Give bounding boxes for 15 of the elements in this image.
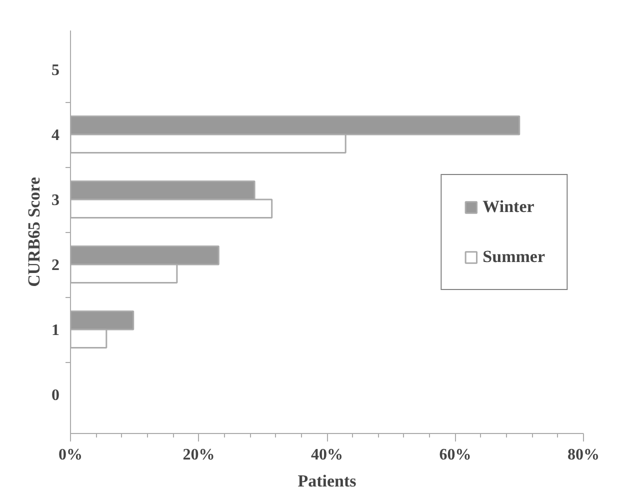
- x-tick-label: 60%: [439, 446, 472, 464]
- y-tick-label: 5: [52, 62, 60, 79]
- y-tick-label: 1: [52, 322, 60, 339]
- y-tick-label: 2: [52, 257, 60, 274]
- legend-label: Summer: [482, 246, 545, 266]
- y-axis-title: CURB65 Score: [24, 176, 44, 287]
- y-tick-label: 0: [52, 387, 60, 404]
- y-tick-label: 4: [52, 127, 60, 144]
- x-tick-label: 40%: [311, 446, 343, 464]
- x-tick-label: 20%: [182, 446, 215, 464]
- legend-label: Winter: [482, 196, 534, 216]
- x-tick-label: 80%: [568, 446, 600, 464]
- x-tick-label: 0%: [58, 446, 82, 464]
- x-axis-title: Patients: [298, 472, 357, 490]
- y-tick-label: 3: [52, 192, 60, 209]
